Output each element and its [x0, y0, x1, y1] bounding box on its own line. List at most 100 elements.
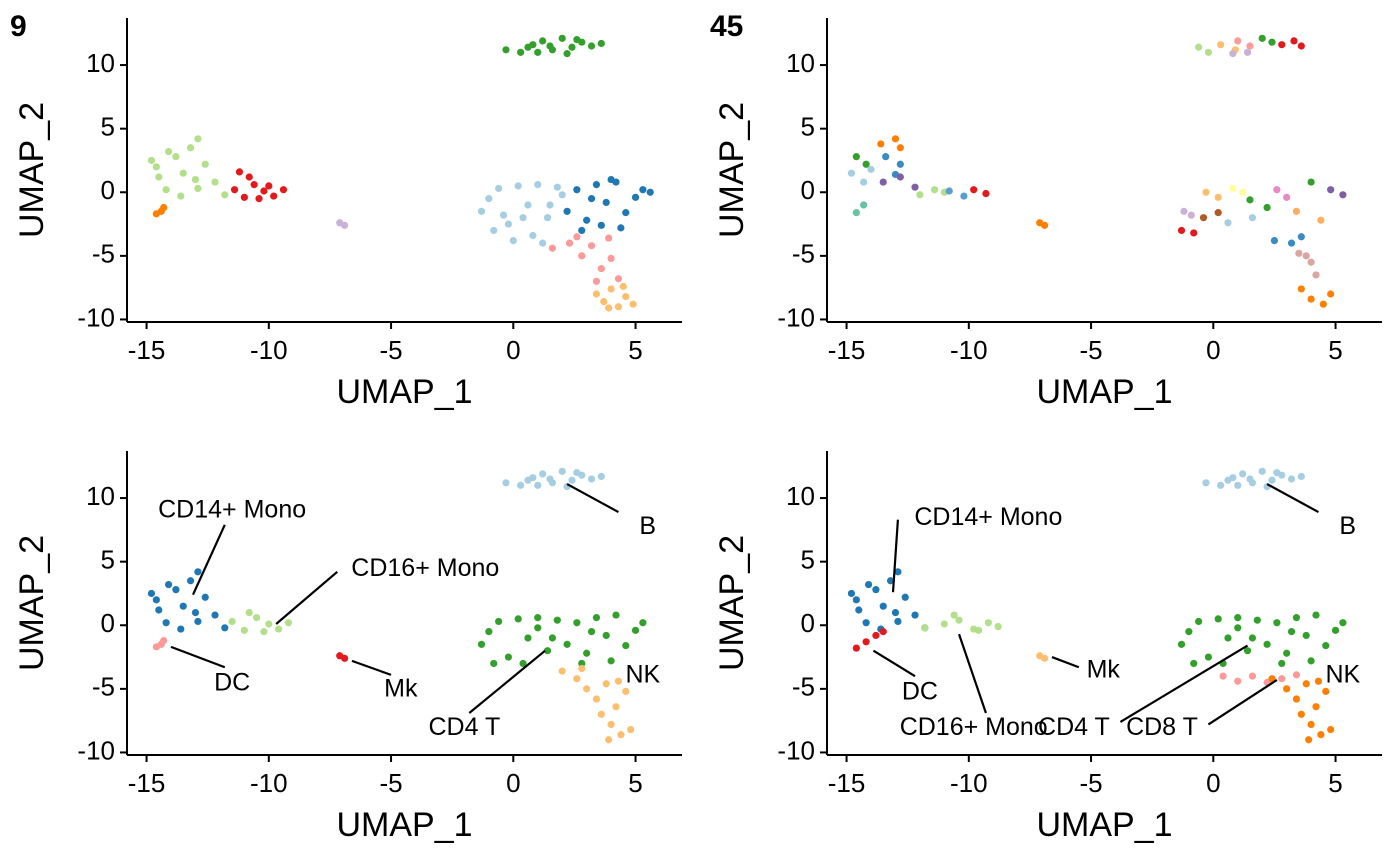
- point: [172, 586, 180, 594]
- point: [553, 183, 561, 191]
- x-axis-label: UMAP_1: [336, 806, 472, 844]
- point: [583, 649, 591, 657]
- point: [534, 181, 542, 189]
- point: [164, 580, 173, 589]
- point: [1217, 481, 1225, 489]
- point: [1322, 642, 1330, 650]
- point: [578, 659, 586, 668]
- point: [602, 680, 610, 688]
- point: [872, 631, 880, 640]
- point: [597, 39, 605, 48]
- point: [587, 242, 596, 250]
- point: [558, 667, 566, 675]
- point: [627, 725, 635, 734]
- point: [587, 42, 596, 50]
- point: [260, 628, 268, 636]
- x-tick-label: 0: [1206, 768, 1220, 798]
- point: [1040, 221, 1049, 229]
- point: [639, 186, 647, 194]
- x-tick-label: -5: [379, 335, 402, 365]
- point: [250, 181, 258, 189]
- point: [524, 201, 532, 209]
- point: [631, 626, 640, 634]
- point: [191, 608, 200, 617]
- annotation-line: [468, 649, 546, 714]
- point: [852, 644, 860, 652]
- point: [1224, 634, 1232, 642]
- annotation-line: [275, 570, 338, 625]
- point: [1224, 219, 1232, 227]
- point: [1268, 476, 1276, 484]
- y-tick-label: 10: [86, 48, 115, 78]
- point: [1297, 472, 1305, 481]
- x-axis-label: UMAP_1: [336, 373, 472, 411]
- point: [495, 184, 503, 193]
- point: [1317, 216, 1325, 224]
- x-tick-label: -5: [379, 768, 402, 798]
- point: [245, 173, 253, 181]
- x-tick-label: -15: [828, 335, 866, 365]
- annotation: NK: [1326, 661, 1361, 689]
- point: [1314, 677, 1323, 685]
- point: [1268, 675, 1276, 683]
- point: [539, 470, 547, 478]
- annotation-line: [872, 649, 916, 678]
- x-tick-label: 5: [1328, 335, 1342, 365]
- point: [539, 239, 547, 247]
- y-tick-label: -10: [777, 735, 815, 765]
- point: [1202, 479, 1210, 487]
- point: [1327, 186, 1335, 194]
- point: [162, 619, 170, 627]
- point: [578, 226, 586, 235]
- point: [546, 201, 554, 209]
- y-tick-label: 0: [101, 608, 115, 638]
- annotation: DC: [214, 668, 250, 696]
- point: [930, 186, 939, 194]
- y-tick-label: 5: [801, 112, 815, 142]
- point: [1229, 184, 1237, 193]
- panel: -15 -10 -5 0 5 -10 -5 0 5 10 UMAP_1 UMAP_2 CD14+ Mon…: [713, 451, 1382, 844]
- point: [284, 619, 292, 627]
- point: [622, 687, 630, 696]
- point: [614, 275, 623, 283]
- point: [160, 636, 168, 645]
- panel-title: 45: [710, 10, 743, 43]
- point: [1307, 657, 1315, 665]
- point: [147, 589, 156, 598]
- point: [147, 156, 156, 165]
- point: [558, 191, 566, 199]
- point: [162, 186, 170, 194]
- point: [639, 619, 647, 627]
- point: [534, 624, 542, 632]
- annotation-line: [1207, 679, 1278, 726]
- point: [879, 178, 887, 186]
- point: [945, 187, 953, 195]
- point: [1302, 680, 1310, 688]
- point: [602, 198, 610, 207]
- point: [534, 481, 542, 489]
- point: [1040, 654, 1049, 662]
- point: [911, 611, 919, 619]
- x-tick-label: -10: [250, 768, 288, 798]
- point: [1283, 685, 1291, 693]
- point: [882, 153, 890, 161]
- point: [563, 207, 571, 215]
- point: [994, 622, 1002, 631]
- x-tick-label: 5: [628, 768, 642, 798]
- point: [499, 211, 508, 219]
- point: [573, 186, 581, 194]
- point: [1246, 42, 1254, 50]
- point: [186, 577, 195, 585]
- point: [894, 617, 902, 626]
- x-tick-label: 5: [1328, 768, 1342, 798]
- point: [1214, 615, 1222, 623]
- point: [546, 475, 554, 483]
- point: [622, 209, 630, 217]
- panel: -15 -10 -5 0 5 -10 -5 0 5 10 UMAP_1 UMAP_2 CD14+ Mon…: [13, 451, 682, 844]
- point: [194, 184, 202, 193]
- point: [1214, 209, 1222, 217]
- point: [573, 675, 581, 683]
- point: [891, 135, 900, 143]
- point: [1327, 725, 1335, 734]
